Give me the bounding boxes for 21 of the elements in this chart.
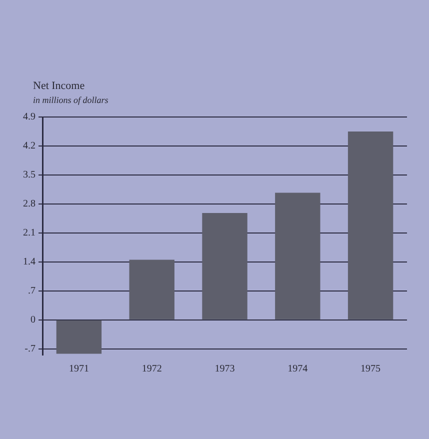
chart-subtitle: in millions of dollars [33,95,108,105]
bar [56,320,102,354]
bar [348,131,394,320]
y-tick-label: 4.9 [23,112,36,123]
x-tick-label: 1972 [142,364,162,375]
y-tick-label: 0 [30,314,36,326]
y-tick-label: .7 [28,285,36,296]
y-tick-label: -.7 [24,343,36,354]
y-tick-label: 2.1 [23,228,36,239]
x-tick-label: 1975 [360,364,381,375]
x-tick-label: 1974 [288,364,308,375]
chart-title: Net Income [33,80,85,92]
bar [129,260,174,320]
x-tick-label: 1973 [214,364,235,375]
y-tick-label: 3.5 [23,170,36,181]
y-tick-label: 1.4 [23,256,36,268]
x-tick-label: 1971 [68,364,89,375]
y-tick-label: 4.2 [23,140,36,152]
bar [202,213,248,320]
bar [275,192,320,320]
y-tick-label: 2.8 [23,198,36,210]
